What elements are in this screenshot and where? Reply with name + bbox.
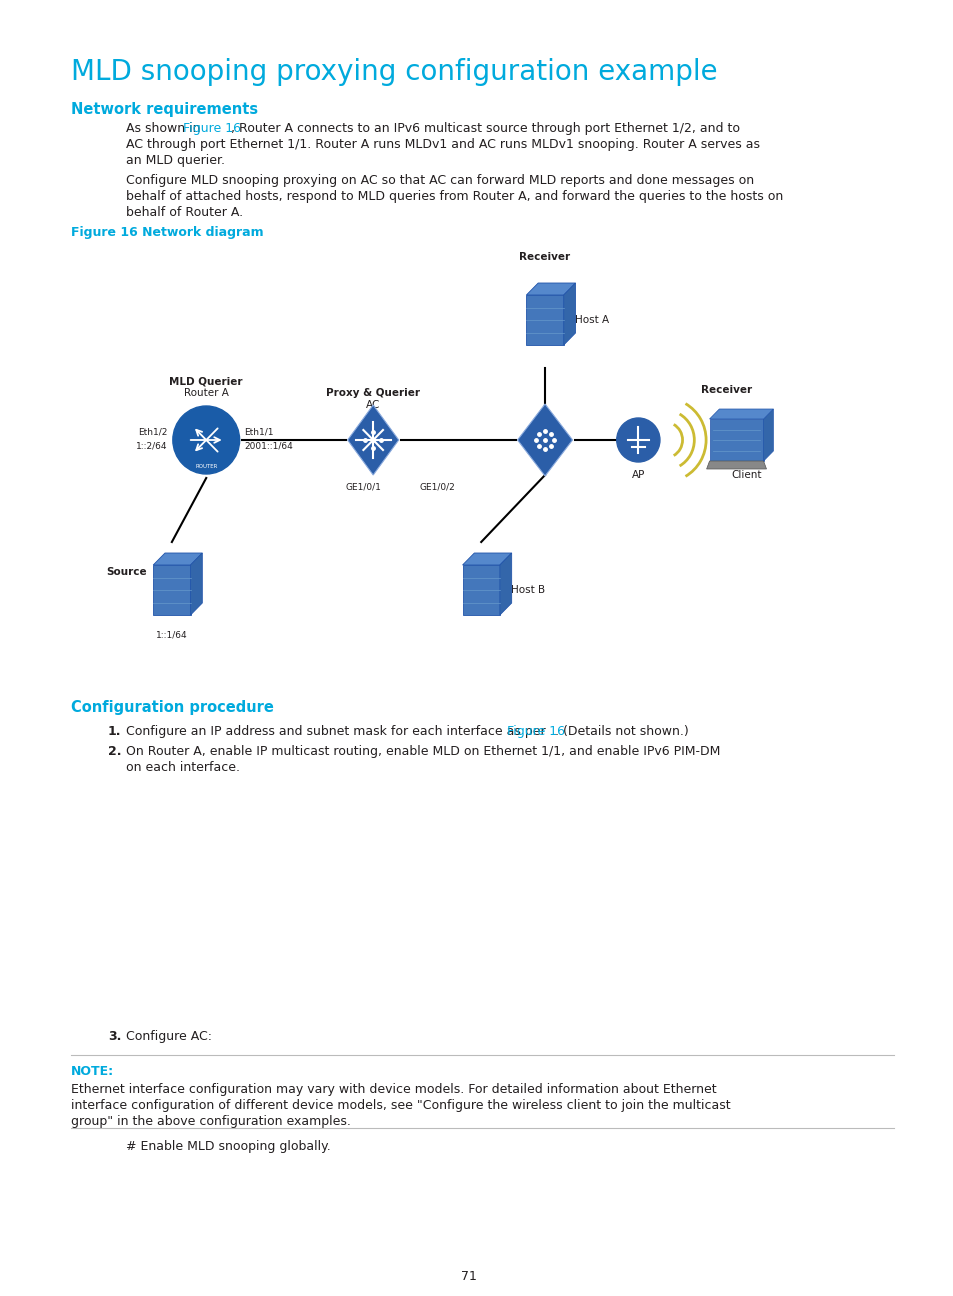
Text: 1::2/64: 1::2/64 (136, 442, 168, 451)
Text: Eth1/2: Eth1/2 (138, 428, 168, 437)
Text: behalf of attached hosts, respond to MLD queries from Router A, and forward the : behalf of attached hosts, respond to MLD… (126, 191, 782, 203)
Text: 71: 71 (460, 1270, 476, 1283)
Polygon shape (709, 410, 773, 419)
Text: Figure 16: Figure 16 (182, 122, 240, 135)
Text: . (Details not shown.): . (Details not shown.) (555, 724, 688, 737)
Text: Eth1/1: Eth1/1 (244, 428, 274, 437)
Text: GE1/0/1: GE1/0/1 (345, 482, 381, 491)
Text: Configuration procedure: Configuration procedure (71, 700, 274, 715)
Text: MLD Querier: MLD Querier (170, 376, 243, 386)
Text: Figure 16: Figure 16 (506, 724, 564, 737)
Text: Router A: Router A (184, 388, 229, 398)
Text: NOTE:: NOTE: (71, 1065, 113, 1078)
Text: Client: Client (730, 470, 760, 480)
Text: group" in the above configuration examples.: group" in the above configuration exampl… (71, 1115, 350, 1128)
Text: AC: AC (366, 400, 380, 410)
Text: Host B: Host B (510, 584, 544, 595)
Text: MLD snooping proxying configuration example: MLD snooping proxying configuration exam… (71, 58, 717, 86)
Polygon shape (499, 553, 511, 616)
Text: Network requirements: Network requirements (71, 102, 257, 117)
Polygon shape (526, 283, 575, 295)
Polygon shape (462, 565, 499, 616)
Text: Host A: Host A (574, 315, 608, 325)
Text: AP: AP (631, 470, 644, 480)
Text: 1.: 1. (108, 724, 121, 737)
Polygon shape (517, 404, 572, 476)
Polygon shape (706, 461, 765, 469)
Text: Receiver: Receiver (519, 251, 570, 262)
Polygon shape (526, 295, 563, 345)
Text: Ethernet interface configuration may vary with device models. For detailed infor: Ethernet interface configuration may var… (71, 1083, 716, 1096)
Text: interface configuration of different device models, see "Configure the wireless : interface configuration of different dev… (71, 1099, 730, 1112)
Polygon shape (563, 283, 575, 345)
Text: on each interface.: on each interface. (126, 761, 239, 774)
Circle shape (616, 419, 659, 461)
Text: Figure 16 Network diagram: Figure 16 Network diagram (71, 226, 263, 238)
Polygon shape (462, 553, 511, 565)
Text: ROUTER: ROUTER (194, 464, 217, 468)
Text: # Enable MLD snooping globally.: # Enable MLD snooping globally. (126, 1140, 330, 1153)
Text: Configure an IP address and subnet mask for each interface as per: Configure an IP address and subnet mask … (126, 724, 549, 737)
Text: On Router A, enable IP multicast routing, enable MLD on Ethernet 1/1, and enable: On Router A, enable IP multicast routing… (126, 745, 720, 758)
Text: AC through port Ethernet 1/1. Router A runs MLDv1 and AC runs MLDv1 snooping. Ro: AC through port Ethernet 1/1. Router A r… (126, 137, 759, 152)
Text: Receiver: Receiver (700, 385, 752, 395)
Polygon shape (347, 404, 398, 476)
Text: 2.: 2. (108, 745, 121, 758)
Text: As shown in: As shown in (126, 122, 204, 135)
Text: Source: Source (107, 568, 147, 577)
Polygon shape (191, 553, 202, 616)
Text: 3.: 3. (108, 1030, 121, 1043)
Text: Proxy & Querier: Proxy & Querier (326, 388, 419, 398)
Text: Configure MLD snooping proxying on AC so that AC can forward MLD reports and don: Configure MLD snooping proxying on AC so… (126, 174, 753, 187)
Polygon shape (153, 565, 191, 616)
Text: behalf of Router A.: behalf of Router A. (126, 206, 243, 219)
Polygon shape (709, 419, 762, 461)
Text: an MLD querier.: an MLD querier. (126, 154, 225, 167)
Text: , Router A connects to an IPv6 multicast source through port Ethernet 1/2, and t: , Router A connects to an IPv6 multicast… (231, 122, 739, 135)
Text: 1::1/64: 1::1/64 (156, 630, 188, 639)
Circle shape (172, 406, 239, 474)
Polygon shape (762, 410, 773, 461)
Polygon shape (153, 553, 202, 565)
Text: Configure AC:: Configure AC: (126, 1030, 212, 1043)
Text: 2001::1/64: 2001::1/64 (244, 442, 293, 451)
Text: GE1/0/2: GE1/0/2 (418, 482, 455, 491)
